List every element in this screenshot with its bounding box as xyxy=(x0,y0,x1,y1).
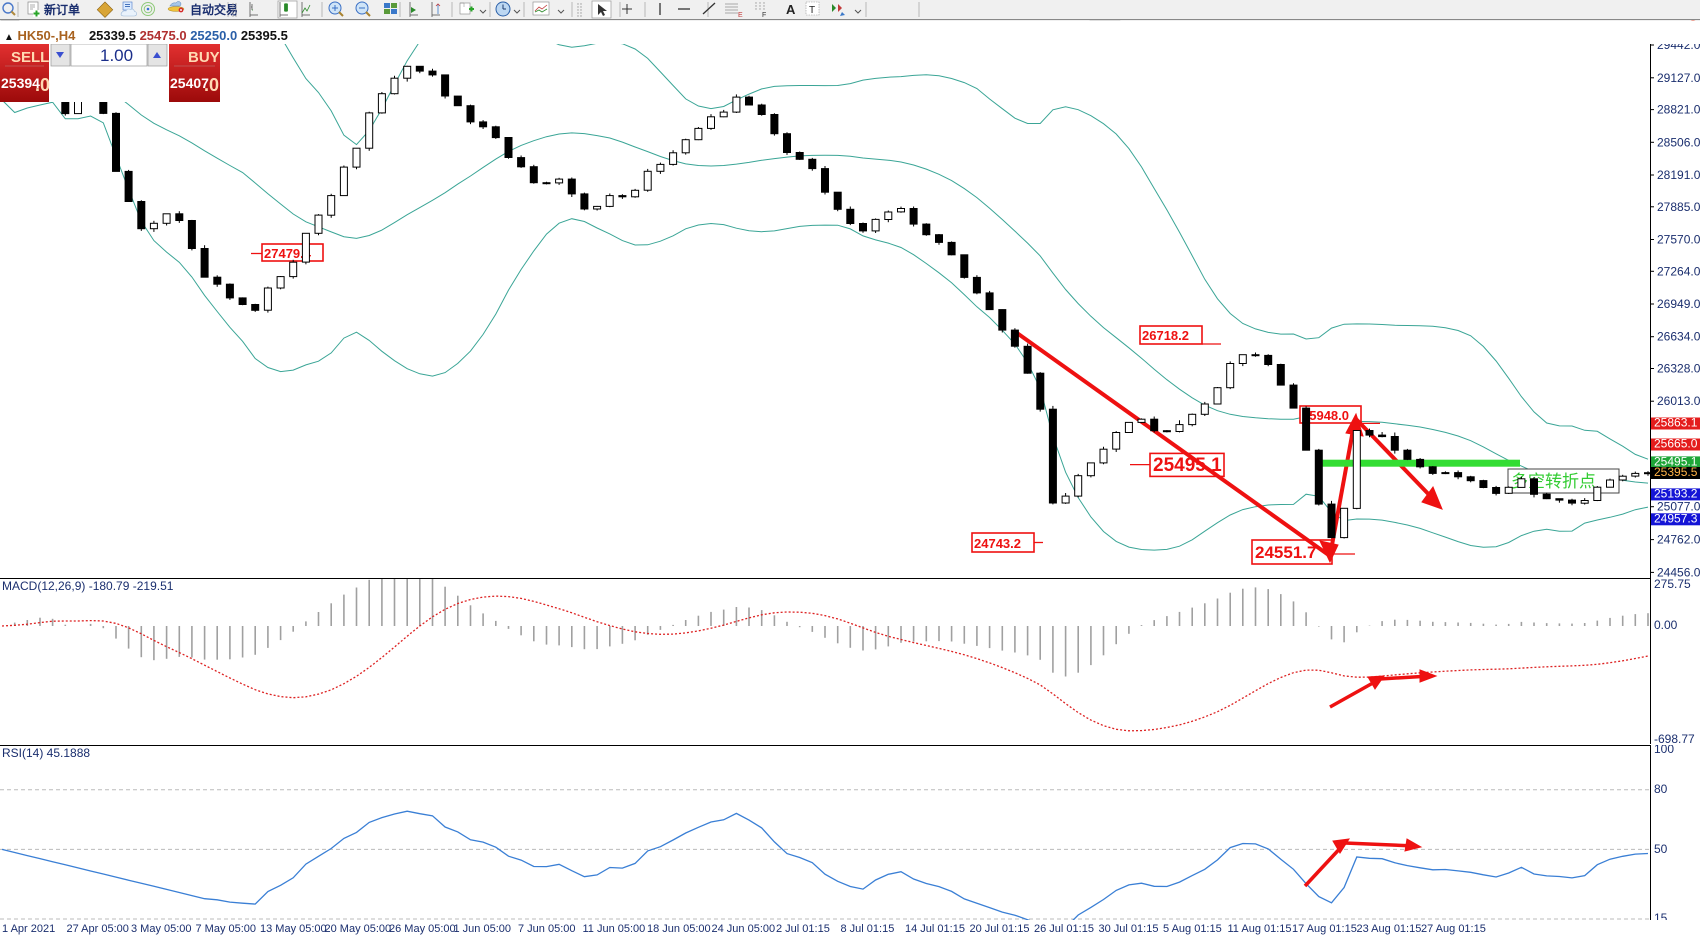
svg-text:.0: .0 xyxy=(204,75,219,95)
svg-text:25863.1: 25863.1 xyxy=(1654,416,1698,430)
svg-text:25665.0: 25665.0 xyxy=(1654,437,1698,451)
svg-text:15: 15 xyxy=(1654,911,1668,920)
svg-text:20 Jul 01:15: 20 Jul 01:15 xyxy=(970,923,1030,935)
svg-text:26634.0: 26634.0 xyxy=(1657,330,1700,344)
svg-text:0.00: 0.00 xyxy=(1654,618,1678,632)
svg-text:20 May 05:00: 20 May 05:00 xyxy=(325,923,392,935)
svg-text:7 Jun 05:00: 7 Jun 05:00 xyxy=(518,923,576,935)
svg-text:23 Aug 01:15: 23 Aug 01:15 xyxy=(1357,923,1422,935)
svg-text:1 Apr 2021: 1 Apr 2021 xyxy=(2,923,55,935)
svg-text:24456.0: 24456.0 xyxy=(1657,565,1700,578)
svg-text:8 Jul 01:15: 8 Jul 01:15 xyxy=(841,923,895,935)
svg-text:MACD(12,26,9) -180.79 -219.51: MACD(12,26,9) -180.79 -219.51 xyxy=(2,579,174,593)
svg-text:27 Aug 01:15: 27 Aug 01:15 xyxy=(1421,923,1486,935)
svg-text:14 Jul 01:15: 14 Jul 01:15 xyxy=(905,923,965,935)
svg-text:新订单: 新订单 xyxy=(44,2,80,17)
svg-text:24762.0: 24762.0 xyxy=(1657,533,1700,547)
svg-text:18 Jun 05:00: 18 Jun 05:00 xyxy=(647,923,711,935)
svg-text:11 Aug 01:15: 11 Aug 01:15 xyxy=(1228,923,1292,935)
svg-text:27885.0: 27885.0 xyxy=(1657,200,1700,214)
svg-text:SELL: SELL xyxy=(11,49,49,66)
svg-text:11 Jun 05:00: 11 Jun 05:00 xyxy=(583,923,646,935)
svg-text:27 Apr 05:00: 27 Apr 05:00 xyxy=(67,923,129,935)
svg-text:29127.0: 29127.0 xyxy=(1657,71,1700,85)
svg-text:30 Jul 01:15: 30 Jul 01:15 xyxy=(1099,923,1159,935)
svg-text:24 Jun 05:00: 24 Jun 05:00 xyxy=(712,923,776,935)
svg-text:5 Aug 01:15: 5 Aug 01:15 xyxy=(1163,923,1222,935)
svg-text:7 May 05:00: 7 May 05:00 xyxy=(196,923,257,935)
svg-text:24743.2: 24743.2 xyxy=(974,536,1021,551)
svg-text:80: 80 xyxy=(1654,782,1668,796)
svg-text:28821.0: 28821.0 xyxy=(1657,103,1700,117)
svg-text:50: 50 xyxy=(1654,842,1668,856)
svg-text:A: A xyxy=(786,2,796,17)
svg-text:3 May 05:00: 3 May 05:00 xyxy=(131,923,192,935)
svg-text:17 Aug 01:15: 17 Aug 01:15 xyxy=(1292,923,1357,935)
svg-text:26 Jul 01:15: 26 Jul 01:15 xyxy=(1034,923,1094,935)
svg-text:28506.0: 28506.0 xyxy=(1657,135,1700,149)
svg-text:28191.0: 28191.0 xyxy=(1657,168,1700,182)
svg-text:26949.0: 26949.0 xyxy=(1657,297,1700,311)
svg-text:2 Jul 01:15: 2 Jul 01:15 xyxy=(776,923,830,935)
svg-text:26013.0: 26013.0 xyxy=(1657,394,1700,408)
svg-text:F: F xyxy=(762,12,766,19)
svg-text:100: 100 xyxy=(1654,745,1674,756)
svg-text:26328.0: 26328.0 xyxy=(1657,362,1700,376)
svg-text:.0: .0 xyxy=(35,75,50,95)
svg-text:BUY: BUY xyxy=(188,49,220,66)
svg-text:25193.2: 25193.2 xyxy=(1654,486,1698,500)
svg-text:24957.3: 24957.3 xyxy=(1654,511,1698,525)
svg-text:24551.7: 24551.7 xyxy=(1255,543,1316,562)
svg-text:1 Jun 05:00: 1 Jun 05:00 xyxy=(454,923,512,935)
svg-text:27264.0: 27264.0 xyxy=(1657,264,1700,278)
svg-text:RSI(14) 45.1888: RSI(14) 45.1888 xyxy=(2,746,90,760)
svg-text:T: T xyxy=(809,5,815,16)
svg-text:275.75: 275.75 xyxy=(1654,578,1691,591)
svg-text:-698.77: -698.77 xyxy=(1654,732,1695,744)
svg-text:26 May 05:00: 26 May 05:00 xyxy=(389,923,456,935)
svg-text:26718.2: 26718.2 xyxy=(1142,328,1189,343)
svg-text:13 May 05:00: 13 May 05:00 xyxy=(260,923,327,935)
svg-text:27570.0: 27570.0 xyxy=(1657,233,1700,247)
svg-text:E: E xyxy=(738,12,743,19)
svg-text:25395.5: 25395.5 xyxy=(1654,465,1698,479)
svg-text:自动交易: 自动交易 xyxy=(190,2,238,17)
svg-text:1.00: 1.00 xyxy=(100,46,133,65)
